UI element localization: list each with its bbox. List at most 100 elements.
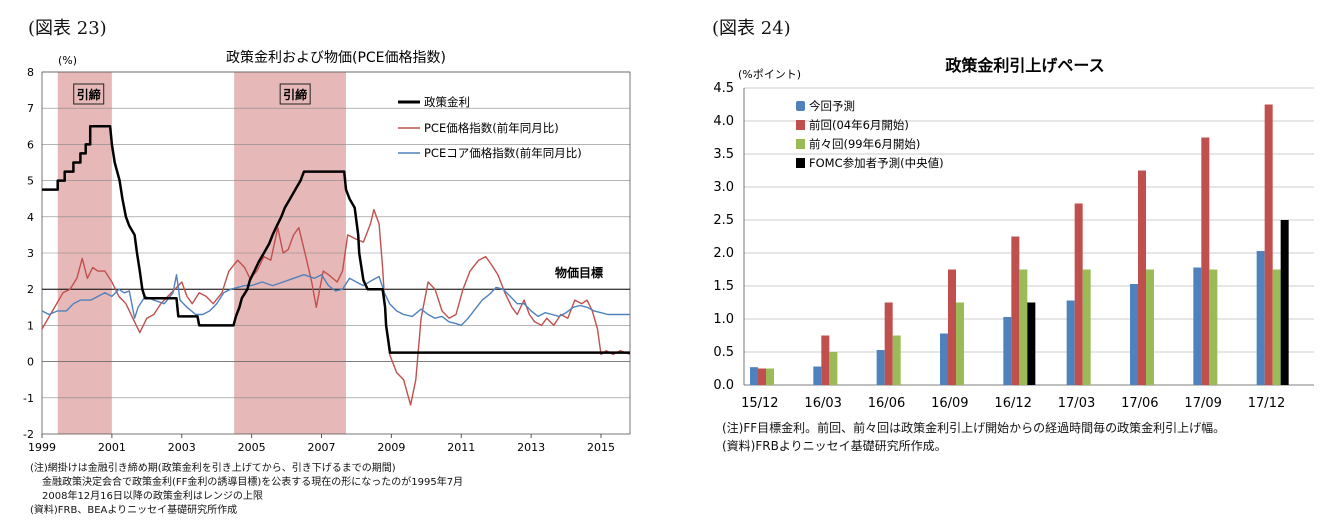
figure-label-23: (図表 23) bbox=[28, 18, 107, 39]
y-tick-label: 2.5 bbox=[713, 213, 734, 228]
figure-label-24: (図表 24) bbox=[712, 18, 791, 39]
chart-title: 政策金利および物価(PCE価格指数) bbox=[226, 49, 446, 66]
legend-label: 前々回(99年6月開始) bbox=[809, 137, 920, 151]
tightening-label-box bbox=[73, 83, 105, 105]
x-tick-label: 15/12 bbox=[741, 396, 778, 411]
note-line: 2008年12月16日以降の政策金利はレンジの上限 bbox=[42, 491, 263, 502]
y-tick-label: 2 bbox=[27, 283, 34, 296]
x-tick-label: 2001 bbox=[98, 441, 126, 454]
bar bbox=[948, 269, 956, 385]
legend-swatch bbox=[796, 120, 805, 130]
bar bbox=[1019, 269, 1028, 385]
source-line: (資料)FRB、BEAよりニッセイ基礎研究所作成 bbox=[30, 505, 238, 516]
x-tick-label: 17/03 bbox=[1058, 396, 1095, 411]
y-tick-label: 6 bbox=[27, 138, 34, 151]
x-tick-label: 1999 bbox=[28, 441, 56, 454]
note-line: 金融政策決定会合で政策金利(FF金利の誘導目標)を公表する現在の形になったのが1… bbox=[42, 477, 464, 488]
legend-label: PCE価格指数(前年同月比) bbox=[424, 121, 559, 135]
legend-label: 政策金利 bbox=[424, 95, 470, 109]
y-tick-label: 1 bbox=[27, 319, 34, 332]
x-tick-label: 2003 bbox=[168, 441, 196, 454]
bar bbox=[1272, 269, 1281, 385]
bar bbox=[1003, 317, 1012, 385]
x-tick-label: 2009 bbox=[377, 441, 405, 454]
bar bbox=[1138, 170, 1146, 385]
note-line: (注)FF目標金利。前回、前々回は政策金利引上げ開始からの経過時間毎の政策金利引… bbox=[722, 421, 1226, 435]
y-tick-label: 4.5 bbox=[713, 81, 734, 96]
y-tick-label: 8 bbox=[27, 66, 34, 79]
bar bbox=[813, 366, 822, 385]
y-tick-label: 7 bbox=[27, 102, 34, 115]
bar bbox=[884, 302, 893, 385]
y-tick-label: 3 bbox=[27, 247, 34, 260]
bar bbox=[750, 367, 758, 385]
bar bbox=[1130, 284, 1138, 385]
x-tick-label: 2007 bbox=[308, 441, 336, 454]
y-tick-label: 2.0 bbox=[713, 246, 734, 261]
tightening-label-box bbox=[279, 83, 311, 105]
y-tick-label: 4.0 bbox=[713, 114, 734, 129]
y-axis-unit: (%) bbox=[58, 54, 77, 67]
tightening-label: 引締 bbox=[77, 87, 101, 102]
inflation-target-label: 物価目標 bbox=[555, 265, 603, 280]
note-line: (注)網掛けは金融引き締め期(政策金利を引き上げてから、引き下げるまでの期間) bbox=[30, 463, 396, 474]
bar bbox=[1280, 220, 1289, 385]
bar bbox=[1082, 269, 1091, 385]
policy-rate-inflation-chart: 政策金利および物価(PCE価格指数) (%) 引締 引締 -2 -1 0 1 2 3 4 5 6 7 8 19… bbox=[23, 49, 631, 454]
x-tick-label: 2013 bbox=[517, 441, 545, 454]
bar bbox=[766, 368, 774, 385]
bar bbox=[821, 335, 830, 385]
legend-label: 前回(04年6月開始) bbox=[809, 118, 909, 132]
x-tick-label: 2005 bbox=[238, 441, 266, 454]
legend-label: PCEコア価格指数(前年同月比) bbox=[424, 146, 582, 160]
bar bbox=[1264, 104, 1273, 385]
tightening-label: 引締 bbox=[283, 87, 307, 102]
x-tick-label: 16/12 bbox=[994, 396, 1031, 411]
source-line: (資料)FRBよりニッセイ基礎研究所作成。 bbox=[722, 439, 947, 453]
bar bbox=[1209, 269, 1218, 385]
legend-swatch bbox=[796, 158, 805, 168]
bar bbox=[940, 333, 948, 385]
x-tick-label: 17/06 bbox=[1121, 396, 1158, 411]
bar bbox=[829, 352, 838, 385]
bar bbox=[956, 302, 964, 385]
y-tick-label: 1.5 bbox=[713, 279, 734, 294]
bar bbox=[1027, 302, 1036, 385]
legend-label: FOMC参加者予測(中央値) bbox=[809, 156, 944, 170]
plot-frame bbox=[41, 71, 631, 435]
bar bbox=[1201, 137, 1210, 385]
y-tick-label: 0 bbox=[27, 356, 34, 369]
series-line bbox=[42, 125, 630, 354]
y-tick-label: -1 bbox=[23, 392, 34, 405]
bar bbox=[1074, 203, 1083, 385]
series-line bbox=[41, 274, 630, 327]
bar bbox=[1146, 269, 1154, 385]
legend-swatch bbox=[796, 139, 805, 149]
bar bbox=[1193, 267, 1202, 385]
x-tick-label: 16/09 bbox=[931, 396, 968, 411]
legend-label: 今回予測 bbox=[809, 99, 855, 113]
y-tick-label: 3.0 bbox=[713, 180, 734, 195]
legend-swatch bbox=[796, 101, 805, 111]
series-line bbox=[41, 208, 631, 406]
y-tick-label: 5 bbox=[27, 175, 34, 188]
chart-title: 政策金利引上げペース bbox=[945, 56, 1104, 75]
y-tick-label: 1.0 bbox=[713, 312, 734, 327]
x-tick-label: 2015 bbox=[587, 441, 615, 454]
bar bbox=[1256, 251, 1265, 385]
x-tick-label: 2011 bbox=[447, 441, 475, 454]
y-tick-label: -2 bbox=[23, 428, 34, 441]
y-axis-unit: (%ポイント) bbox=[738, 68, 801, 81]
x-tick-label: 17/09 bbox=[1184, 396, 1221, 411]
x-tick-label: 17/12 bbox=[1248, 396, 1285, 411]
y-tick-label: 3.5 bbox=[713, 147, 734, 162]
x-tick-label: 16/06 bbox=[868, 396, 905, 411]
bar bbox=[1011, 236, 1020, 385]
y-tick-label: 0.5 bbox=[713, 345, 734, 360]
y-tick-label: 4 bbox=[27, 211, 34, 224]
y-tick-label: 0.0 bbox=[713, 378, 734, 393]
x-tick-label: 16/03 bbox=[804, 396, 841, 411]
bar bbox=[758, 368, 766, 385]
bar bbox=[892, 335, 901, 385]
bar bbox=[1066, 300, 1075, 385]
